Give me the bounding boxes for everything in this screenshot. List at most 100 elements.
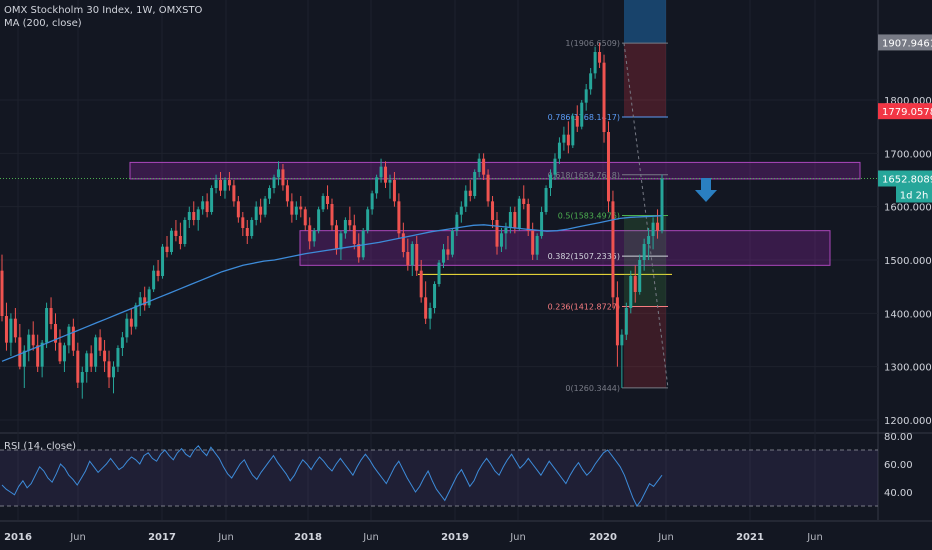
candle-body [263, 198, 267, 215]
candle-body [40, 342, 44, 367]
candle-body [392, 180, 396, 202]
candle-body [499, 233, 503, 247]
candle-body [629, 276, 633, 308]
candle [76, 342, 80, 388]
candle-body [201, 201, 205, 210]
candle [651, 217, 655, 250]
candle [379, 158, 383, 183]
candle [219, 172, 223, 196]
candle-body [522, 198, 526, 204]
candle [531, 222, 535, 260]
candle [259, 198, 263, 223]
fib-level-label: 1(1906.6509) [565, 39, 620, 48]
candle-body [321, 196, 325, 210]
candle-body [535, 236, 539, 255]
rsi-tick-label: 60.00 [884, 460, 913, 471]
candle [303, 206, 307, 231]
annotations [695, 178, 717, 202]
candle-body [455, 214, 459, 231]
candle-body [169, 230, 173, 252]
candle-body [379, 166, 383, 178]
candle [593, 46, 597, 79]
candle-body [544, 188, 548, 212]
candle [54, 313, 58, 351]
candle-body [205, 201, 209, 212]
candle [392, 172, 396, 207]
candle-body [361, 230, 365, 258]
candle [232, 180, 236, 207]
candle [272, 174, 276, 194]
candle-body [223, 180, 227, 191]
candle-body [419, 270, 423, 298]
candle-body [348, 220, 352, 226]
candle-body [125, 318, 129, 338]
candle [103, 340, 107, 372]
candle [624, 302, 628, 340]
candle [294, 201, 298, 220]
candle-body [268, 188, 272, 199]
y-tick-label: 1500.0000 [884, 256, 932, 267]
candle [178, 222, 182, 250]
candle [357, 233, 361, 263]
candle-body [602, 62, 606, 132]
candle [410, 241, 414, 276]
candle [370, 190, 374, 215]
candle [486, 169, 490, 207]
candle-body [174, 230, 178, 236]
x-tick-label: 2021 [736, 532, 764, 543]
candle [482, 153, 486, 180]
candle-body [339, 233, 343, 250]
candle [89, 345, 93, 372]
candle-body [227, 180, 231, 186]
candle [49, 297, 53, 330]
candle [361, 228, 365, 260]
candle [495, 212, 499, 255]
candle-body [80, 372, 84, 383]
candle-body [276, 169, 280, 178]
candle-body [375, 177, 379, 194]
candle-body [566, 134, 570, 146]
candle-body [272, 177, 276, 188]
candle-body [120, 337, 124, 348]
candle [459, 201, 463, 223]
down-arrow-icon [695, 178, 717, 202]
candle [424, 281, 428, 324]
candle [575, 105, 579, 132]
candle [4, 302, 8, 351]
candle-body [580, 102, 584, 127]
candle [245, 220, 249, 244]
candle-body [232, 185, 236, 202]
level-price-label-bg [878, 103, 932, 120]
candle [201, 196, 205, 215]
candle-body [259, 206, 263, 215]
candle [517, 196, 521, 231]
candle [522, 185, 526, 210]
candle-body [250, 220, 254, 236]
candle [419, 260, 423, 303]
candle [174, 220, 178, 242]
candle [187, 206, 191, 228]
candle-body [370, 193, 374, 210]
candle-body [482, 158, 486, 175]
candle-body [334, 225, 338, 250]
candle-body [27, 334, 31, 351]
x-tick-label: Jun [806, 532, 823, 543]
candle-body [437, 262, 441, 284]
candle [156, 260, 160, 282]
candle-body [424, 297, 428, 319]
candle [116, 345, 120, 372]
candle [491, 196, 495, 228]
rsi-tick-label: 40.00 [884, 488, 913, 499]
candle [397, 193, 401, 239]
candle [642, 238, 646, 271]
candle-body [450, 230, 454, 255]
candle [31, 321, 35, 351]
candle-body [89, 353, 93, 367]
candle-body [491, 201, 495, 220]
candle [549, 169, 553, 196]
projection-target-box [624, 0, 666, 44]
candle [223, 177, 227, 199]
candle-body [406, 252, 410, 266]
candle-body [290, 201, 294, 215]
